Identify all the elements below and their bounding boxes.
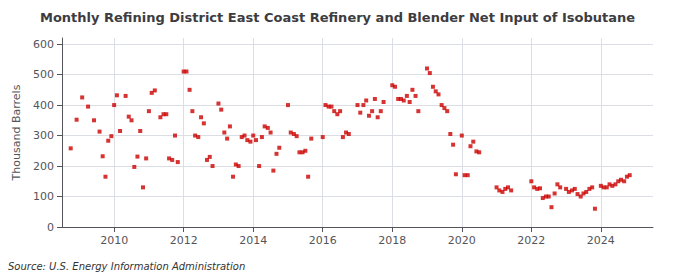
svg-text:Thousand Barrels: Thousand Barrels (10, 84, 23, 181)
svg-text:300: 300 (33, 129, 54, 142)
svg-text:2012: 2012 (170, 234, 198, 247)
svg-text:400: 400 (33, 99, 54, 112)
svg-text:Source: U.S. Energy Informatio: Source: U.S. Energy Information Administ… (8, 261, 245, 272)
svg-text:Monthly Refining District East: Monthly Refining District East Coast Ref… (40, 10, 635, 25)
svg-text:2014: 2014 (239, 234, 267, 247)
svg-text:2016: 2016 (309, 234, 337, 247)
svg-text:500: 500 (33, 68, 54, 81)
svg-text:2010: 2010 (100, 234, 128, 247)
svg-text:600: 600 (33, 38, 54, 51)
svg-text:100: 100 (33, 190, 54, 203)
svg-text:200: 200 (33, 160, 54, 173)
svg-text:2018: 2018 (378, 234, 406, 247)
svg-text:0: 0 (47, 221, 54, 234)
svg-text:2020: 2020 (448, 234, 476, 247)
svg-text:2022: 2022 (517, 234, 545, 247)
svg-text:2024: 2024 (587, 234, 615, 247)
